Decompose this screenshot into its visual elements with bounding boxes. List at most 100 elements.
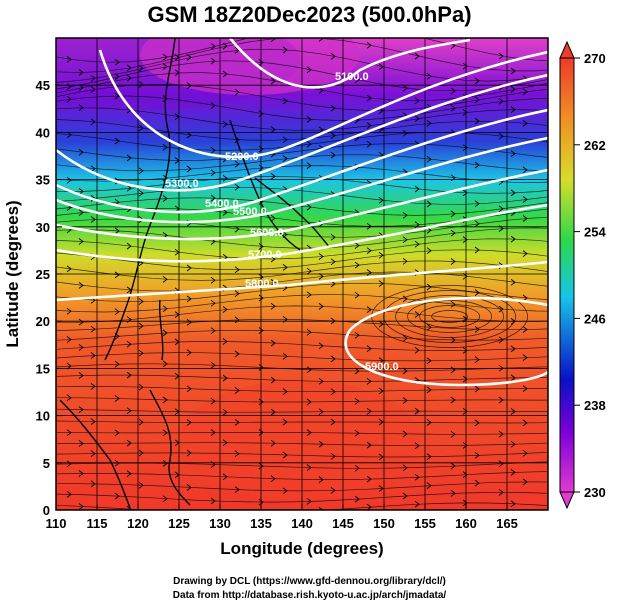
wind-arrow: [126, 74, 132, 82]
streamline: [56, 363, 548, 372]
wind-arrow: [90, 325, 96, 333]
wind-arrow: [210, 429, 216, 436]
wind-arrow: [282, 352, 288, 360]
wind-arrow: [306, 203, 312, 211]
wind-arrow: [78, 238, 84, 245]
wind-arrow: [474, 161, 480, 169]
wind-arrow: [234, 316, 240, 324]
wind-arrow: [498, 336, 504, 344]
wind-arrow: [414, 346, 420, 354]
wind-arrow: [162, 195, 168, 202]
wind-arrow: [426, 482, 432, 489]
wind-arrow: [186, 131, 192, 139]
wind-arrow: [522, 385, 528, 392]
y-tick-label: 0: [43, 503, 50, 518]
wind-arrow: [138, 481, 144, 489]
wind-arrow: [306, 267, 312, 275]
wind-arrow: [354, 495, 360, 503]
wind-arrow: [162, 276, 168, 283]
wind-arrow: [210, 361, 216, 369]
wind-arrow: [234, 266, 240, 274]
wind-arrow: [522, 250, 528, 257]
streamline: [56, 107, 548, 131]
wind-arrow: [378, 357, 384, 364]
x-tick-label: 150: [373, 516, 395, 531]
wind-arrow: [270, 376, 276, 384]
wind-arrow: [138, 189, 144, 197]
wind-arrow: [510, 150, 516, 157]
wind-arrow: [162, 329, 168, 337]
wind-arrow: [462, 189, 468, 197]
wind-arrow: [78, 282, 84, 289]
wind-arrow: [474, 385, 480, 393]
wind-arrow: [306, 464, 312, 471]
wind-arrow: [162, 460, 168, 467]
wind-arrow: [222, 42, 228, 50]
wind-arrow: [138, 167, 144, 175]
wind-arrow: [378, 453, 384, 461]
wind-arrow: [318, 303, 324, 310]
wind-arrow: [510, 67, 516, 75]
wind-arrow: [90, 195, 96, 202]
wind-arrow: [498, 489, 504, 496]
wind-arrow: [126, 242, 132, 250]
wind-arrow: [234, 88, 240, 96]
wind-arrow: [78, 406, 84, 413]
x-tick-label: 135: [250, 516, 272, 531]
wind-arrow: [126, 371, 132, 379]
wind-arrow: [354, 367, 360, 375]
wind-arrow: [354, 429, 360, 437]
wind-arrow: [270, 279, 276, 286]
wind-arrow: [498, 98, 504, 105]
contour-line: [56, 260, 548, 302]
wind-arrow: [426, 72, 432, 80]
wind-arrow: [186, 349, 192, 356]
colorbar-min-arrow: [559, 491, 575, 510]
contour-line: [56, 108, 548, 214]
wind-arrow: [330, 233, 336, 241]
x-tick-label: 160: [455, 516, 477, 531]
wind-arrow: [210, 57, 216, 65]
wind-arrow: [462, 144, 468, 152]
wind-arrow: [234, 160, 240, 168]
philippines-coastline: [149, 389, 191, 506]
wind-arrow: [354, 291, 360, 299]
anticyclone-streamline: [419, 305, 480, 328]
wind-arrow: [90, 450, 96, 457]
contour-label: 5200.0: [225, 151, 259, 163]
wind-arrow: [474, 96, 480, 104]
wind-arrow: [114, 73, 120, 80]
wind-arrow: [402, 367, 408, 375]
wind-arrow: [114, 137, 120, 145]
wind-arrow: [162, 53, 168, 61]
wind-arrow: [366, 140, 372, 148]
wind-arrow: [522, 419, 528, 427]
wind-arrow: [318, 476, 324, 483]
wind-arrow: [90, 480, 96, 488]
streamline: [56, 397, 548, 403]
wind-arrow: [426, 453, 432, 461]
wind-arrow: [378, 251, 384, 259]
contour-line: [56, 136, 548, 224]
wind-arrow: [306, 291, 312, 299]
streamline: [56, 186, 548, 205]
wind-arrow: [138, 349, 144, 357]
contour-line: [56, 203, 548, 263]
wind-arrow: [366, 407, 372, 415]
wind-arrow: [258, 243, 264, 250]
x-tick-label: 125: [168, 516, 190, 531]
wind-arrow: [403, 31, 407, 37]
wind-arrow: [114, 308, 120, 316]
wind-arrow: [450, 104, 456, 112]
wind-arrow: [306, 429, 312, 436]
wind-arrow: [66, 95, 72, 103]
wind-arrow: [306, 498, 312, 505]
wind-arrow: [318, 440, 324, 448]
wind-arrow: [138, 81, 144, 88]
wind-arrow: [378, 320, 384, 328]
wind-arrow: [90, 165, 96, 173]
wind-arrow: [258, 294, 264, 302]
wind-arrow: [330, 388, 336, 396]
x-tick-label: 110: [46, 516, 67, 531]
